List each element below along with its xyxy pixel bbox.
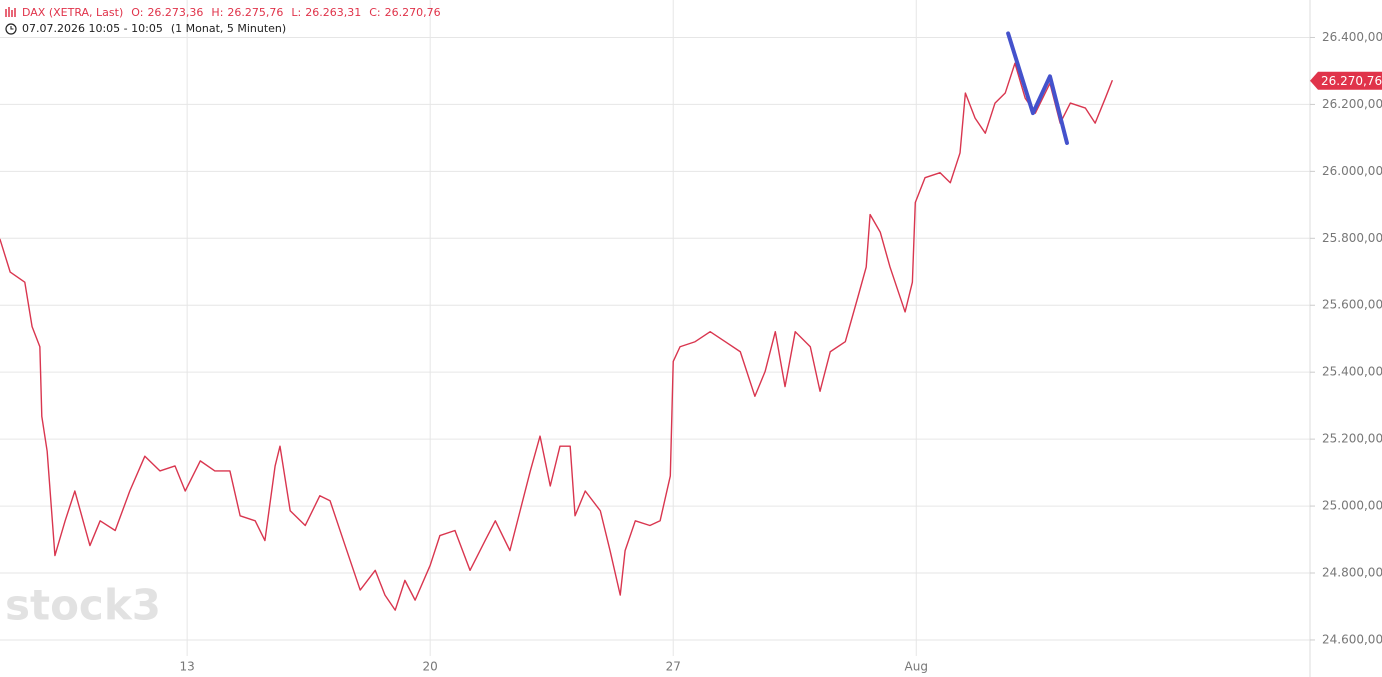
chart-title: DAX (XETRA, Last) [22, 6, 123, 19]
ohlc-value: 26.273,36 [147, 6, 203, 19]
y-tick-label: 25.600,00 [1322, 298, 1382, 312]
ohlc-name: L: [291, 6, 301, 19]
y-tick-label: 24.600,00 [1322, 632, 1382, 646]
price-tag [1310, 71, 1382, 90]
y-tick-label: 26.400,00 [1322, 30, 1382, 44]
chart-type-icon [5, 7, 16, 17]
grid [0, 0, 1310, 656]
x-tick-label: 27 [666, 660, 681, 674]
date-line: 07.07.2026 10:05 - 10:05 (1 Monat, 5 Minu… [22, 22, 286, 35]
y-tick-label: 24.800,00 [1322, 566, 1382, 580]
ohlc-value: 26.270,76 [385, 6, 441, 19]
y-tick-label: 25.800,00 [1322, 231, 1382, 245]
y-tick-label: 25.200,00 [1322, 432, 1382, 446]
price-line [1006, 31, 1069, 145]
ohlc-name: C: [369, 6, 380, 19]
price-line [0, 62, 1113, 611]
ohlc-name: H: [211, 6, 223, 19]
ohlc-name: O: [131, 6, 143, 19]
y-tick-label: 26.200,00 [1322, 97, 1382, 111]
y-tick-label: 25.400,00 [1322, 365, 1382, 379]
clock-icon [5, 23, 17, 35]
chart-header: DAX (XETRA, Last) O: 26.273,36 H: 26.275,76 L… [5, 6, 441, 35]
ohlc-value: 26.275,76 [227, 6, 283, 19]
x-tick-label: Aug [905, 660, 928, 674]
period: (1 Monat, 5 Minuten) [171, 22, 286, 35]
subtitle: 07.07.2026 10:05 - 10:05 [22, 22, 163, 35]
x-tick-label: 13 [180, 660, 195, 674]
header-line: DAX (XETRA, Last) O: 26.273,36 H: 26.275,76 L… [22, 6, 441, 19]
x-tick-label: 20 [423, 660, 438, 674]
ohlc-value: 26.263,31 [305, 6, 361, 19]
y-tick-label: 26.000,00 [1322, 164, 1382, 178]
y-tick-label: 25.000,00 [1322, 499, 1382, 513]
watermark: stock3 [5, 581, 161, 630]
price-tag-label: 26.270,76 [1321, 74, 1382, 88]
